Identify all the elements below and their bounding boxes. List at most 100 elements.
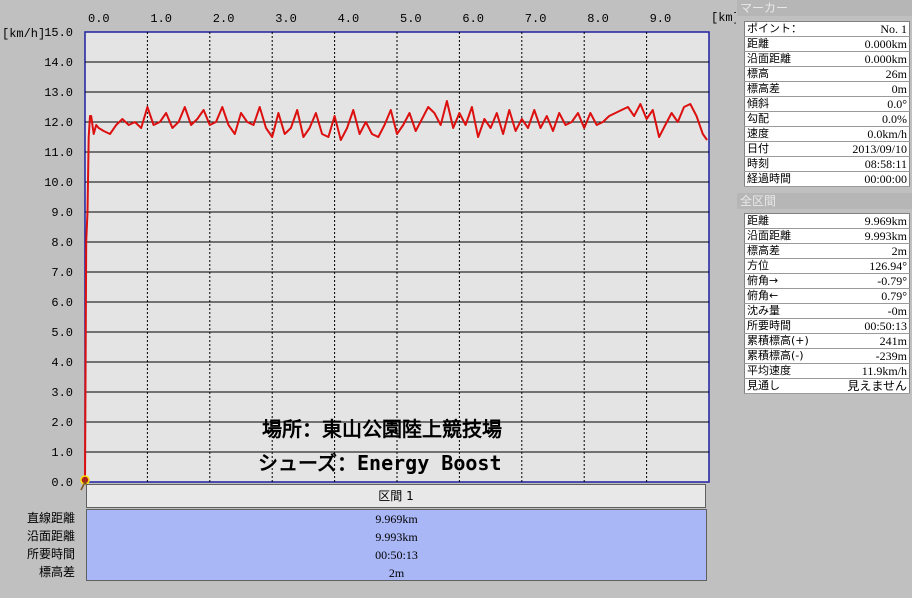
marker-key: 日付	[744, 141, 828, 157]
y-tick-label: 15.0	[44, 26, 73, 40]
marker-row: 距離 0.000km	[744, 36, 910, 52]
series-group	[84, 100, 708, 483]
marker-value: 0.000km	[827, 36, 910, 52]
total-row: 距離 9.969km	[744, 213, 910, 229]
total-key: 俯角←	[744, 288, 829, 304]
marker-value: 00:00:00	[827, 171, 910, 187]
shoes-annotation: シューズ：Energy Boost	[258, 451, 502, 475]
grid	[85, 32, 709, 482]
marker-value: 0.0%	[827, 111, 910, 127]
x-tick-label: 6.0	[462, 12, 484, 26]
total-value: 2m	[828, 243, 910, 259]
total-key: 俯角→	[744, 273, 829, 289]
section-title: 区間 1	[378, 489, 414, 503]
marker-key: 速度	[744, 126, 828, 142]
marker-key: 沿面距離	[744, 51, 828, 67]
y-tick-label: 3.0	[51, 386, 73, 400]
total-row: 沈み量 -0m	[744, 303, 910, 319]
x-tick-label: 9.0	[650, 12, 672, 26]
total-value: 見えません	[828, 378, 910, 394]
marker-key: 時刻	[744, 156, 828, 172]
marker-row: 時刻 08:58:11	[744, 156, 910, 172]
marker-key: 標高差	[744, 81, 828, 97]
section-value: 9.993km	[375, 530, 418, 544]
marker-row: 日付 2013/09/10	[744, 141, 910, 157]
y-tick-label: 6.0	[51, 296, 73, 310]
total-table: 距離 9.969km 沿面距離 9.993km 標高差 2m 方位 126.94° 俯角…	[744, 213, 910, 394]
marker-row: 標高差 0m	[744, 81, 910, 97]
x-tick-label: 2.0	[213, 12, 235, 26]
y-unit-label: [km/h]	[2, 27, 45, 41]
total-value: 126.94°	[828, 258, 910, 274]
marker-row: 経過時間 00:00:00	[744, 171, 910, 187]
total-value: 9.993km	[828, 228, 910, 244]
total-key: 累積標高(+)	[744, 333, 829, 349]
total-key: 累積標高(-)	[744, 348, 829, 364]
marker-value: 0.000km	[827, 51, 910, 67]
section-labels: 直線距離 沿面距離 所要時間 標高差	[0, 509, 84, 581]
total-value: 11.9km/h	[828, 363, 910, 379]
total-row: 平均速度 11.9km/h	[744, 363, 910, 379]
speed-chart: 0.0 1.0 2.0 3.0 4.0 5.0 6.0 7.0 8.0 9.0 15.014.01…	[2, 11, 736, 491]
speed-line	[84, 100, 708, 483]
total-value: 00:50:13	[828, 318, 910, 334]
marker-value: 0.0km/h	[827, 126, 910, 142]
section-value: 9.969km	[375, 512, 418, 526]
section-value: 00:50:13	[375, 548, 418, 562]
y-tick-label: 4.0	[51, 356, 73, 370]
y-tick-label: 9.0	[51, 206, 73, 220]
total-row: 方位 126.94°	[744, 258, 910, 274]
marker-key: 距離	[744, 36, 828, 52]
total-panel-title: 全区間	[737, 193, 912, 209]
location-annotation: 場所：東山公園陸上競技場	[262, 417, 502, 441]
total-row: 沿面距離 9.993km	[744, 228, 910, 244]
marker-value: 0m	[827, 81, 910, 97]
x-unit-label: [km]	[711, 11, 736, 25]
marker-value: 0.0°	[827, 96, 910, 112]
total-row: 標高差 2m	[744, 243, 910, 259]
marker-row: 傾斜 0.0°	[744, 96, 910, 112]
marker-key: 勾配	[744, 111, 828, 127]
total-row: 俯角→ -0.79°	[744, 273, 910, 289]
section-header[interactable]: 区間 1	[86, 484, 706, 508]
section-label: 標高差	[38, 565, 75, 579]
total-value: -0m	[828, 303, 910, 319]
section-value: 2m	[388, 566, 405, 580]
total-key: 沿面距離	[744, 228, 829, 244]
section-label: 直線距離	[26, 511, 75, 525]
y-tick-label: 8.0	[51, 236, 73, 250]
y-tick-label: 12.0	[44, 116, 73, 130]
y-tick-label: 1.0	[51, 446, 73, 460]
marker-key: ポイント：	[744, 21, 828, 37]
marker-panel-title: マーカー	[737, 0, 912, 16]
x-tick-label: 8.0	[587, 12, 609, 26]
total-key: 方位	[744, 258, 829, 274]
total-row: 俯角← 0.79°	[744, 288, 910, 304]
total-row: 累積標高(-) -239m	[744, 348, 910, 364]
marker-value: No. 1	[827, 21, 910, 37]
marker-row: 沿面距離 0.000km	[744, 51, 910, 67]
marker-key: 経過時間	[744, 171, 828, 187]
x-tick-label: 7.0	[525, 12, 547, 26]
y-tick-label: 14.0	[44, 56, 73, 70]
marker-key: 傾斜	[744, 96, 828, 112]
section-values[interactable]: 9.969km 9.993km 00:50:13 2m	[86, 509, 707, 581]
total-key: 見通し	[744, 378, 829, 394]
total-row: 所要時間 00:50:13	[744, 318, 910, 334]
section-label: 沿面距離	[26, 529, 75, 543]
total-value: 9.969km	[828, 213, 910, 229]
x-tick-label: 4.0	[338, 12, 360, 26]
total-key: 所要時間	[744, 318, 829, 334]
total-value: 0.79°	[828, 288, 910, 304]
y-tick-label: 13.0	[44, 86, 73, 100]
x-tick-label: 1.0	[150, 12, 172, 26]
y-tick-label: 0.0	[51, 476, 73, 490]
total-value: -239m	[828, 348, 910, 364]
x-tick-label: 0.0	[88, 12, 110, 26]
total-row: 累積標高(+) 241m	[744, 333, 910, 349]
total-key: 平均速度	[744, 363, 829, 379]
total-key: 距離	[744, 213, 829, 229]
marker-value: 08:58:11	[827, 156, 910, 172]
total-key: 沈み量	[744, 303, 829, 319]
marker-row: 速度 0.0km/h	[744, 126, 910, 142]
